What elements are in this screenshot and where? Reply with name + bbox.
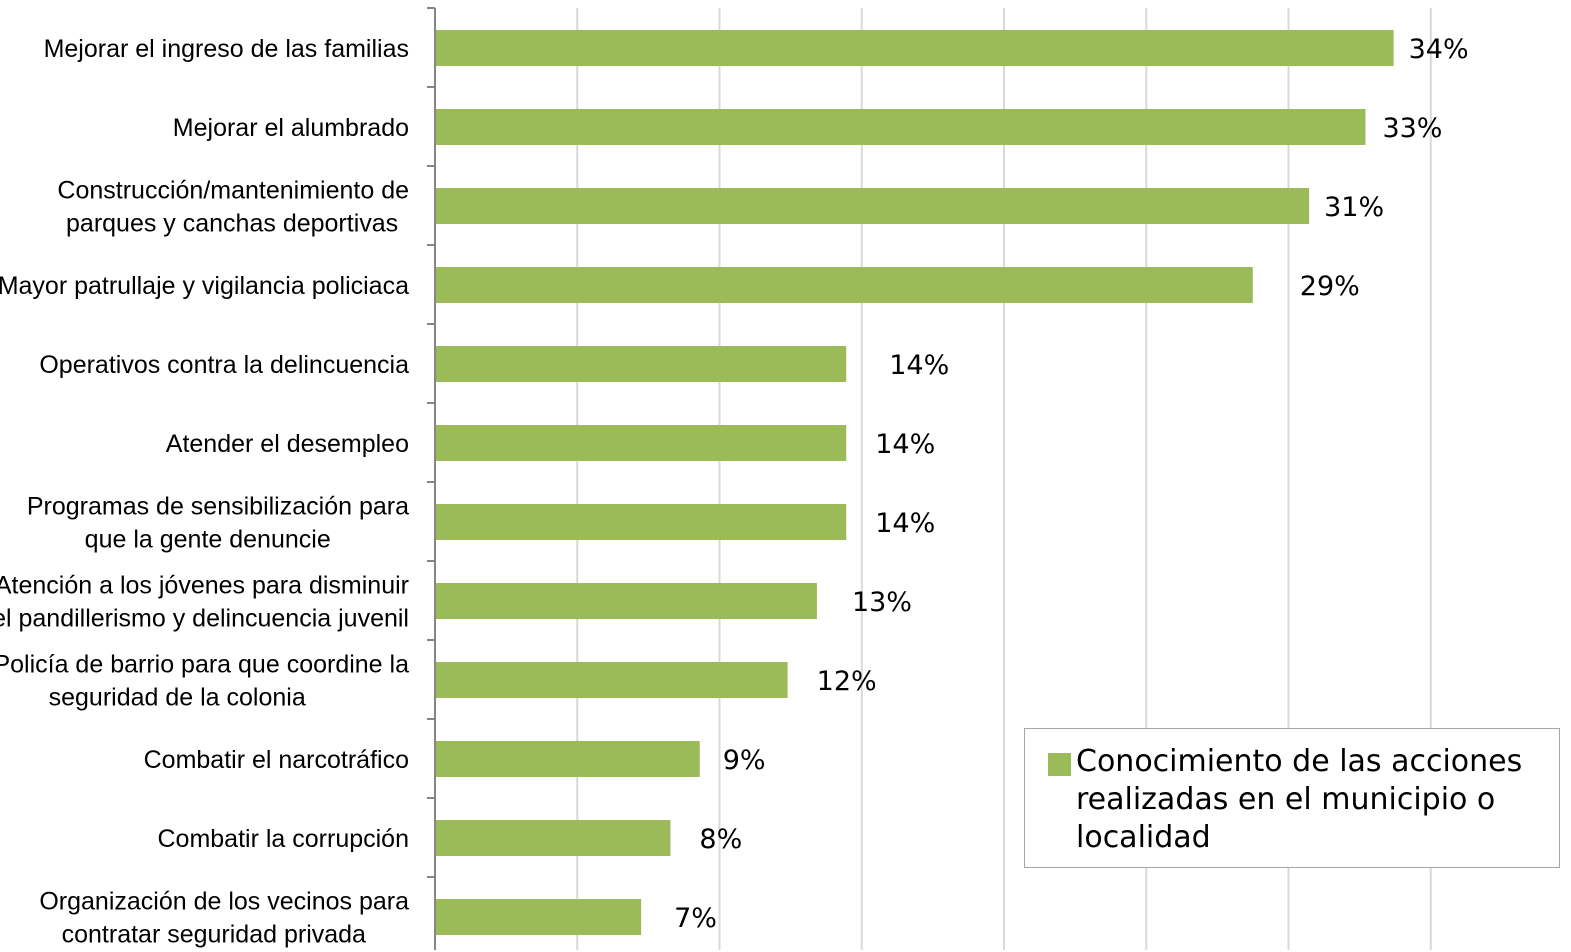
bar	[436, 899, 642, 935]
data-label: 14%	[875, 429, 935, 460]
category-label: Mejorar el ingreso de las familias	[44, 35, 409, 63]
category-label: Atención a los jóvenes para disminuir	[0, 572, 409, 600]
category-label: Combatir el narcotráfico	[144, 746, 409, 774]
data-label: 14%	[889, 350, 949, 381]
data-label: 14%	[875, 508, 935, 539]
bar	[436, 504, 847, 540]
category-label: Programas de sensibilización para	[27, 493, 409, 521]
bar	[436, 662, 788, 698]
data-label: 13%	[852, 587, 912, 618]
category-label: Combatir la corrupción	[158, 825, 410, 853]
category-label: Construcción/mantenimiento de	[57, 177, 409, 205]
bar	[436, 267, 1253, 303]
data-label: 31%	[1324, 192, 1384, 223]
category-label: Mayor patrullaje y vigilancia policiaca	[0, 272, 409, 300]
bar	[436, 109, 1366, 145]
bar	[436, 30, 1394, 66]
category-label: seguridad de la colonia	[49, 684, 306, 712]
data-label: 8%	[699, 824, 742, 855]
bar	[436, 425, 847, 461]
category-label: Atender el desempleo	[166, 430, 409, 458]
category-label: contratar seguridad privada	[62, 921, 366, 949]
data-label: 34%	[1409, 34, 1469, 65]
category-label: el pandillerismo y delincuencia juvenil	[0, 605, 409, 633]
data-label: 33%	[1382, 113, 1442, 144]
data-label: 7%	[674, 903, 717, 934]
gridlines	[576, 8, 1432, 950]
category-label: Operativos contra la delincuencia	[39, 351, 409, 379]
data-label: 29%	[1300, 271, 1360, 302]
bars	[436, 30, 1394, 935]
bar	[436, 346, 847, 382]
legend-label: Conocimiento de las acciones realizadas …	[1076, 744, 1523, 855]
category-label: Mejorar el alumbrado	[173, 114, 409, 142]
bar	[436, 188, 1310, 224]
category-label: Policía de barrio para que coordine la	[0, 651, 409, 679]
category-label: que la gente denuncie	[85, 526, 331, 554]
category-label: Organización de los vecinos para	[39, 888, 409, 916]
category-labels: Mejorar el ingreso de las familias Mejora…	[0, 35, 409, 949]
bar	[436, 583, 817, 619]
bar	[436, 741, 700, 777]
legend-swatch	[1048, 753, 1071, 776]
category-axis	[427, 7, 436, 950]
data-labels: 34% 33% 31% 29% 14% 14% 14% 13% 12% 9% 8% 7%	[674, 34, 1469, 934]
data-label: 12%	[817, 666, 877, 697]
data-label: 9%	[723, 745, 766, 776]
category-label: parques y canchas deportivas	[66, 210, 398, 238]
legend: Conocimiento de las acciones realizadas …	[1024, 728, 1560, 868]
bar	[436, 820, 671, 856]
